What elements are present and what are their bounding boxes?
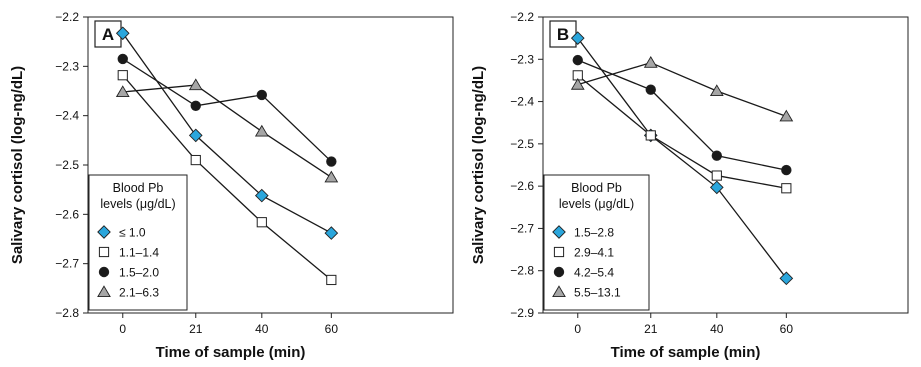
legend-marker (97, 225, 111, 239)
y-axis-title: Salivary cortisol (log-ng/dL) (470, 66, 487, 264)
legend-box (88, 174, 188, 311)
series-line (122, 58, 332, 163)
legend-title: levels (μg/dL) (559, 197, 634, 211)
legend-entry: ≤ 1.0 (119, 226, 146, 240)
data-point (115, 26, 130, 41)
data-point (709, 84, 724, 97)
x-tick-label: 0 (574, 322, 581, 336)
y-tick-label: −2.4 (510, 95, 534, 109)
series-line (577, 59, 787, 171)
legend-title: Blood Pb (571, 181, 622, 195)
legend: Blood Pb levels (μg/dL) ≤ 1.0 1.1–1.4 1.5–2.… (88, 174, 188, 311)
legend-entry: 2.1–6.3 (119, 286, 159, 300)
x-tick-label: 21 (189, 322, 203, 336)
x-tick-label: 60 (780, 322, 794, 336)
legend-marker (553, 266, 565, 278)
data-point (570, 31, 585, 45)
x-tick-label: 21 (644, 322, 658, 336)
data-point (326, 156, 337, 167)
series-line (122, 84, 332, 178)
x-tick-label: 40 (255, 322, 269, 336)
data-point (326, 274, 337, 286)
y-tick-label: −2.8 (510, 264, 534, 278)
y-tick-label: −2.2 (55, 10, 79, 24)
data-point (188, 128, 203, 143)
chart-panel-b: −2.2 −2.3 −2.4 −2.5 −2.6 −2.7 −2.8 −2.9 0 21 40 60 T… (470, 10, 909, 361)
series-line (577, 74, 787, 189)
legend-marker (98, 266, 110, 278)
y-tick-label: −2.3 (55, 59, 79, 73)
y-tick-label: −2.9 (510, 306, 534, 320)
data-point (779, 271, 794, 286)
data-point (115, 85, 130, 98)
data-point (781, 164, 792, 176)
data-point (570, 77, 585, 90)
panel-letter: A (102, 25, 114, 44)
series-line (122, 74, 332, 281)
data-point (190, 154, 201, 166)
y-tick-label: −2.7 (55, 257, 79, 271)
legend-title: levels (μg/dL) (100, 197, 175, 211)
y-tick-label: −2.2 (510, 10, 534, 24)
x-tick-label: 60 (325, 322, 339, 336)
legend-marker (552, 225, 566, 239)
data-point (709, 180, 724, 195)
chart-panel-a: −2.2 −2.3 −2.4 −2.5 −2.6 −2.7 −2.8 0 21 40 60 Time … (9, 10, 454, 361)
data-point (324, 226, 339, 240)
data-point (324, 170, 339, 183)
y-tick-label: −2.3 (510, 52, 534, 66)
legend-marker (98, 246, 110, 258)
y-tick-label: −2.6 (55, 207, 79, 221)
legend-entry: 5.5–13.1 (574, 286, 621, 300)
legend-entry: 2.9–4.1 (574, 246, 614, 260)
data-point (645, 84, 656, 95)
data-point (256, 89, 268, 101)
legend-entry: 1.5–2.8 (574, 226, 614, 240)
data-point (117, 70, 128, 81)
legend: Blood Pb levels (μg/dL) 1.5–2.8 2.9–4.1 4.2–… (543, 174, 650, 311)
legend-entry: 4.2–5.4 (574, 266, 614, 280)
series-line (122, 32, 332, 234)
legend-entry: 1.1–1.4 (119, 246, 159, 260)
y-tick-label: −2.5 (55, 158, 79, 172)
data-point (711, 170, 722, 181)
series-line (577, 37, 787, 279)
data-point (779, 109, 794, 122)
data-point (643, 55, 658, 68)
panel-letter: B (557, 25, 569, 44)
x-tick-label: 40 (710, 322, 724, 336)
data-point (254, 124, 269, 137)
y-axis-title: Salivary cortisol (log-ng/dL) (9, 66, 26, 264)
y-tick-label: −2.8 (55, 306, 79, 320)
y-tick-label: −2.6 (510, 179, 534, 193)
data-point (117, 53, 128, 65)
x-tick-label: 0 (119, 322, 126, 336)
data-point (645, 130, 656, 141)
data-point (256, 217, 267, 228)
data-point (781, 183, 792, 194)
legend-marker (553, 246, 565, 258)
y-tick-label: −2.4 (55, 109, 79, 123)
plot-frame (542, 16, 909, 314)
legend-marker (552, 285, 566, 298)
legend-marker (97, 285, 111, 298)
data-point (572, 54, 583, 66)
data-point (190, 100, 201, 112)
data-point (188, 78, 203, 91)
y-tick-label: −2.5 (510, 137, 534, 151)
legend-box (543, 174, 650, 311)
x-axis-title: Time of sample (min) (156, 344, 306, 361)
y-tick-label: −2.7 (510, 221, 534, 235)
data-point (711, 150, 723, 161)
series-line (577, 61, 787, 117)
x-axis-title: Time of sample (min) (611, 344, 761, 361)
legend-entry: 1.5–2.0 (119, 266, 159, 280)
legend-title: Blood Pb (113, 181, 164, 195)
data-point (254, 188, 269, 203)
